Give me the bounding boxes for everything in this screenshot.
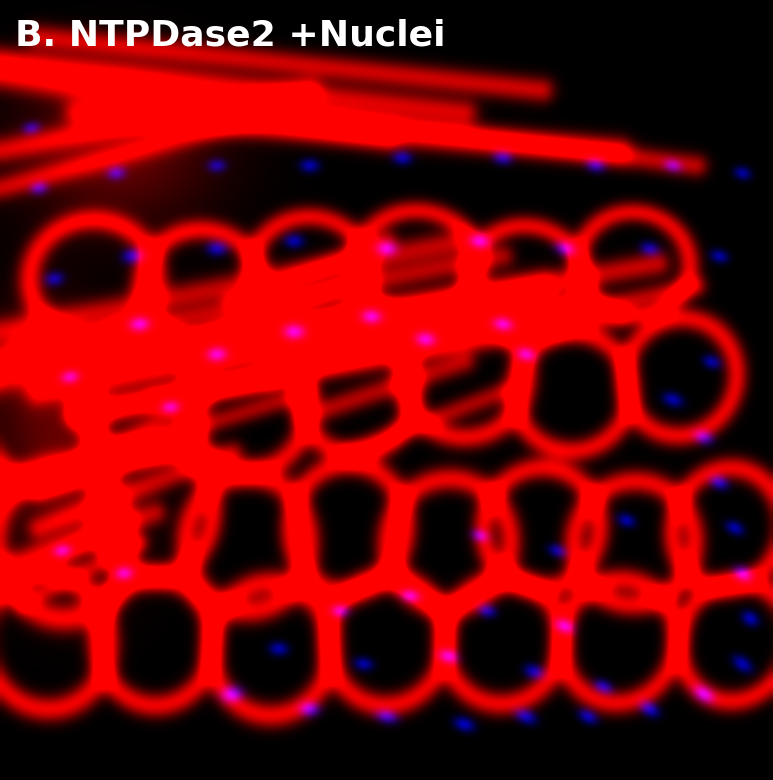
Text: B. NTPDase2 +Nuclei: B. NTPDase2 +Nuclei — [15, 19, 446, 53]
